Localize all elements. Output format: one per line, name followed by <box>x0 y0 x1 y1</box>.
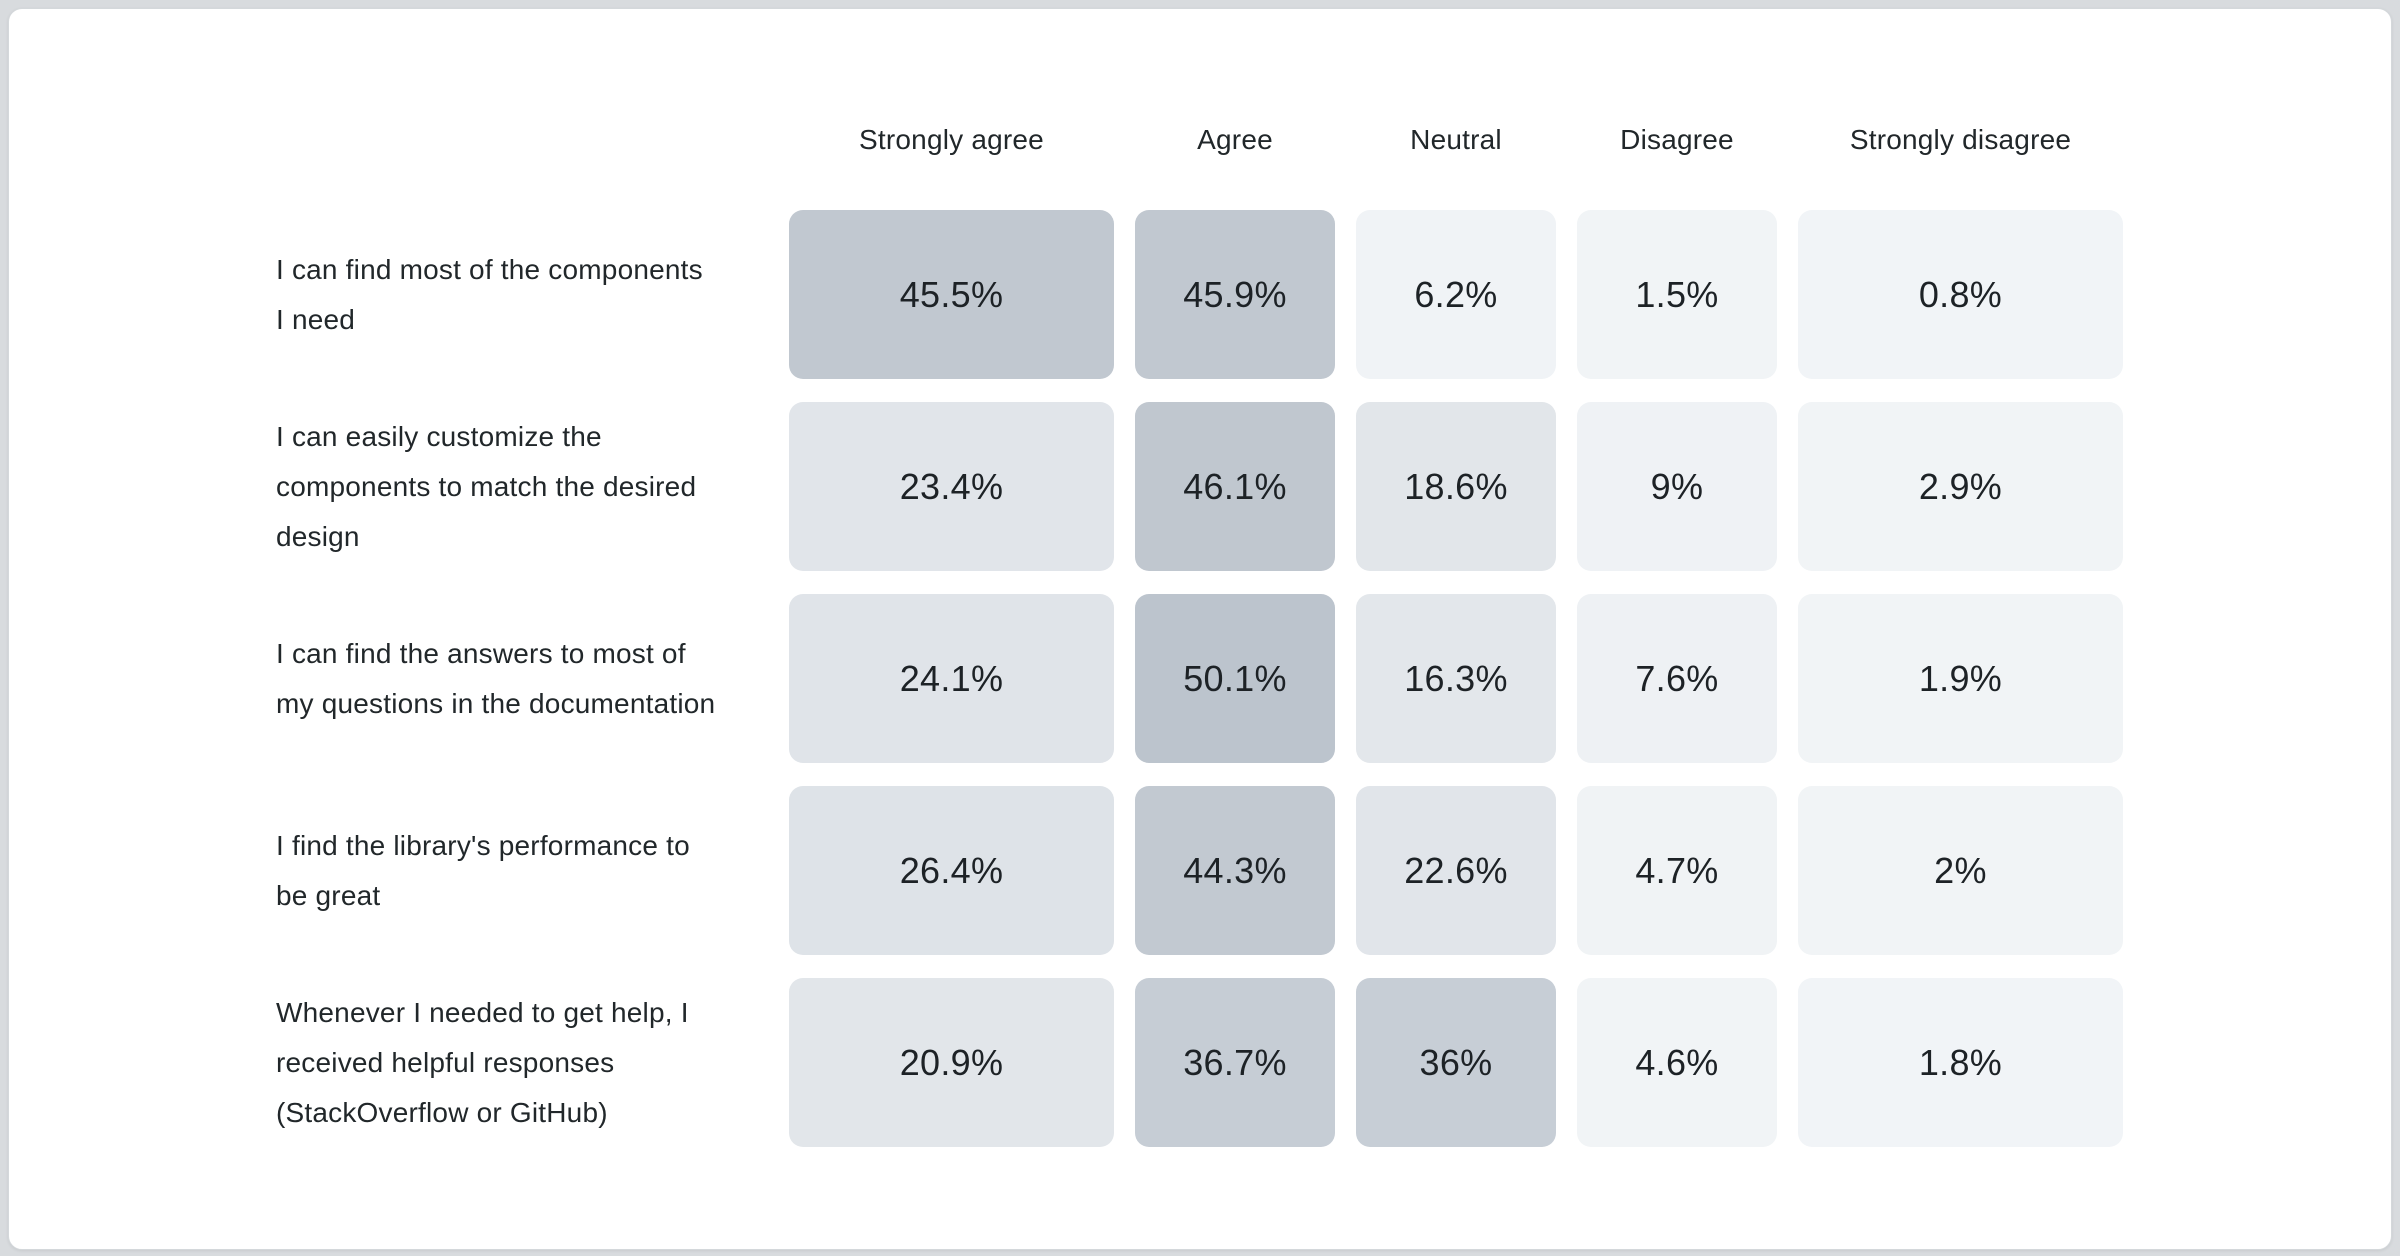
row-label: Whenever I needed to get help, I receive… <box>276 996 689 1128</box>
heatmap-cell: 36% <box>1356 978 1556 1147</box>
heatmap-cell: 46.1% <box>1135 402 1335 571</box>
heatmap-cell: 1.5% <box>1577 210 1777 379</box>
heatmap-cell: 16.3% <box>1356 594 1556 763</box>
heatmap-cell: 44.3% <box>1135 786 1335 955</box>
column-header-disagree: Disagree <box>1620 124 1734 155</box>
heatmap-cell: 2.9% <box>1798 402 2123 571</box>
heatmap-cell: 4.6% <box>1577 978 1777 1147</box>
heatmap-cell: 45.9% <box>1135 210 1335 379</box>
column-headers: Strongly agree Agree Neutral Disagree St… <box>789 117 2123 163</box>
row-label: I can find most of the components I need <box>276 253 703 335</box>
heatmap-cell: 23.4% <box>789 402 1114 571</box>
heatmap-cell: 45.5% <box>789 210 1114 379</box>
heatmap-cell: 6.2% <box>1356 210 1556 379</box>
heatmap-cell: 18.6% <box>1356 402 1556 571</box>
heatmap-cell: 2% <box>1798 786 2123 955</box>
column-header-strongly-disagree: Strongly disagree <box>1849 124 2072 155</box>
heatmap-cell: 24.1% <box>789 594 1114 763</box>
heatmap-grid: I can find most of the components I need… <box>276 210 2123 1147</box>
row-label: I find the library's performance to be g… <box>276 829 690 911</box>
column-header-neutral: Neutral <box>1410 124 1502 155</box>
column-header-agree: Agree <box>1197 124 1273 155</box>
heatmap-cell: 22.6% <box>1356 786 1556 955</box>
heatmap-cell: 20.9% <box>789 978 1114 1147</box>
row-label: I can find the answers to most of my que… <box>276 637 716 719</box>
heatmap-cell: 50.1% <box>1135 594 1335 763</box>
row-label: I can easily customize the components to… <box>276 420 697 552</box>
heatmap-cell: 0.8% <box>1798 210 2123 379</box>
survey-results-card: Strongly agree Agree Neutral Disagree St… <box>8 8 2392 1250</box>
heatmap-cell: 4.7% <box>1577 786 1777 955</box>
heatmap-cell: 9% <box>1577 402 1777 571</box>
heatmap-cell: 36.7% <box>1135 978 1335 1147</box>
heatmap-cell: 1.9% <box>1798 594 2123 763</box>
heatmap-cell: 1.8% <box>1798 978 2123 1147</box>
column-header-strongly-agree: Strongly agree <box>859 124 1044 155</box>
heatmap-cell: 7.6% <box>1577 594 1777 763</box>
heatmap-cell: 26.4% <box>789 786 1114 955</box>
